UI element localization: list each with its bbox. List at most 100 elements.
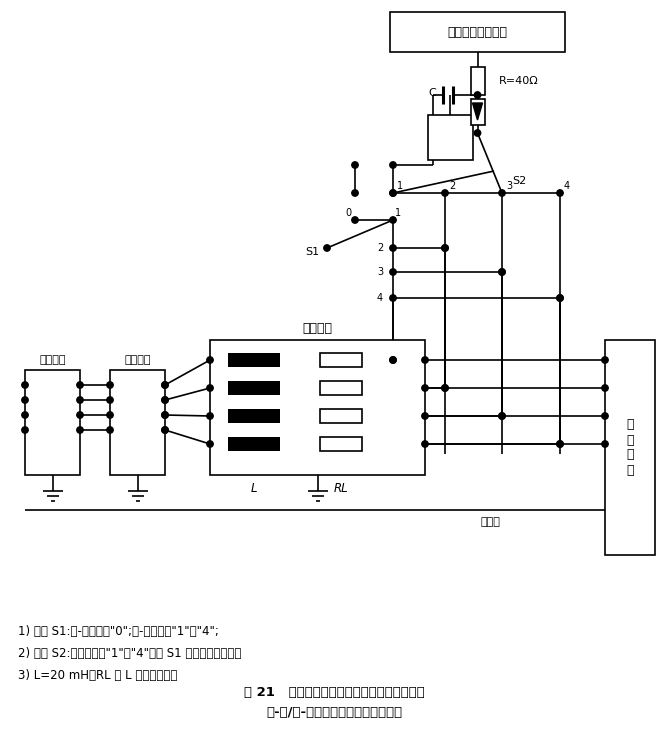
Bar — [605, 340, 655, 555]
Circle shape — [557, 441, 563, 447]
Bar — [228, 437, 280, 451]
Circle shape — [352, 162, 358, 168]
Circle shape — [602, 357, 608, 363]
Circle shape — [390, 190, 396, 196]
Text: R=40Ω: R=40Ω — [498, 76, 538, 86]
Circle shape — [442, 385, 448, 391]
Circle shape — [162, 397, 168, 403]
Circle shape — [352, 190, 358, 196]
Text: 4: 4 — [564, 181, 570, 191]
Circle shape — [207, 385, 213, 391]
Bar — [470, 99, 484, 125]
Circle shape — [107, 397, 113, 403]
Circle shape — [474, 92, 481, 98]
Text: 1) 开关 S1:线-地，置于"0";线-线，置于"1"～"4";: 1) 开关 S1:线-地，置于"0";线-线，置于"1"～"4"; — [18, 625, 219, 638]
Text: 2) 开关 S2:试验时置于"1"～"4"但与 S1 不在相同的位置。: 2) 开关 S2:试验时置于"1"～"4"但与 S1 不在相同的位置。 — [18, 647, 241, 660]
Circle shape — [442, 385, 448, 391]
Circle shape — [162, 382, 168, 388]
Circle shape — [602, 441, 608, 447]
Bar — [210, 340, 425, 475]
Text: 保护设备: 保护设备 — [124, 355, 151, 365]
Text: 1: 1 — [395, 208, 401, 218]
Circle shape — [22, 412, 28, 418]
Circle shape — [390, 162, 396, 168]
Text: 4: 4 — [377, 293, 383, 303]
Bar — [320, 437, 362, 451]
Text: 3: 3 — [377, 267, 383, 277]
Circle shape — [557, 295, 563, 301]
Circle shape — [390, 357, 396, 363]
Circle shape — [390, 190, 396, 196]
Polygon shape — [472, 103, 482, 120]
Text: L: L — [250, 483, 257, 495]
Circle shape — [207, 441, 213, 447]
Text: 图 21   非屏蔽不对称工作线路试验配置示例；: 图 21 非屏蔽不对称工作线路试验配置示例； — [244, 686, 424, 699]
Circle shape — [442, 190, 448, 196]
Circle shape — [324, 245, 330, 251]
Circle shape — [557, 441, 563, 447]
Circle shape — [422, 413, 428, 419]
Circle shape — [107, 412, 113, 418]
Text: 3) L=20 mH，RL 为 L 的电阻部分。: 3) L=20 mH，RL 为 L 的电阻部分。 — [18, 669, 178, 682]
Circle shape — [422, 357, 428, 363]
Circle shape — [390, 217, 396, 223]
Circle shape — [390, 245, 396, 251]
Text: 3: 3 — [506, 181, 512, 191]
Text: 去耦网络: 去耦网络 — [303, 321, 333, 335]
Circle shape — [77, 412, 84, 418]
Circle shape — [602, 385, 608, 391]
Bar — [228, 381, 280, 395]
Bar — [320, 381, 362, 395]
Circle shape — [422, 385, 428, 391]
Circle shape — [499, 413, 505, 419]
Circle shape — [557, 295, 563, 301]
Circle shape — [162, 412, 168, 418]
Circle shape — [162, 427, 168, 433]
Circle shape — [499, 413, 505, 419]
Bar — [470, 67, 484, 95]
Text: 2: 2 — [377, 243, 383, 253]
Circle shape — [390, 357, 396, 363]
Circle shape — [207, 357, 213, 363]
Circle shape — [107, 382, 113, 388]
Bar — [320, 353, 362, 367]
Circle shape — [207, 413, 213, 419]
Text: S2: S2 — [512, 176, 526, 186]
Bar — [110, 370, 165, 475]
Bar — [320, 409, 362, 423]
Circle shape — [422, 441, 428, 447]
Text: 2: 2 — [449, 181, 456, 191]
Text: 组合波信号发生器: 组合波信号发生器 — [448, 25, 508, 39]
Text: C: C — [429, 88, 436, 98]
Bar — [25, 370, 80, 475]
Circle shape — [22, 397, 28, 403]
Circle shape — [499, 269, 505, 275]
Circle shape — [602, 413, 608, 419]
Circle shape — [390, 269, 396, 275]
Circle shape — [162, 412, 168, 418]
Circle shape — [77, 397, 84, 403]
Circle shape — [499, 190, 505, 196]
Bar — [428, 115, 472, 160]
Text: 线-线/线-地耦合，用气体放电管耦合: 线-线/线-地耦合，用气体放电管耦合 — [266, 707, 402, 719]
Text: 受
试
样
品: 受 试 样 品 — [627, 418, 634, 477]
Circle shape — [352, 217, 358, 223]
Circle shape — [390, 295, 396, 301]
Bar — [228, 353, 280, 367]
Text: RL: RL — [334, 483, 348, 495]
Circle shape — [77, 427, 84, 433]
Circle shape — [22, 382, 28, 388]
Circle shape — [474, 130, 481, 136]
Circle shape — [442, 245, 448, 251]
Bar — [228, 409, 280, 423]
Circle shape — [162, 382, 168, 388]
Text: 1: 1 — [397, 181, 403, 191]
Circle shape — [442, 245, 448, 251]
Text: 参考地: 参考地 — [480, 517, 500, 527]
Circle shape — [162, 397, 168, 403]
Circle shape — [162, 427, 168, 433]
Text: S1: S1 — [305, 247, 319, 257]
Bar — [390, 12, 565, 52]
Circle shape — [22, 427, 28, 433]
Circle shape — [557, 190, 563, 196]
